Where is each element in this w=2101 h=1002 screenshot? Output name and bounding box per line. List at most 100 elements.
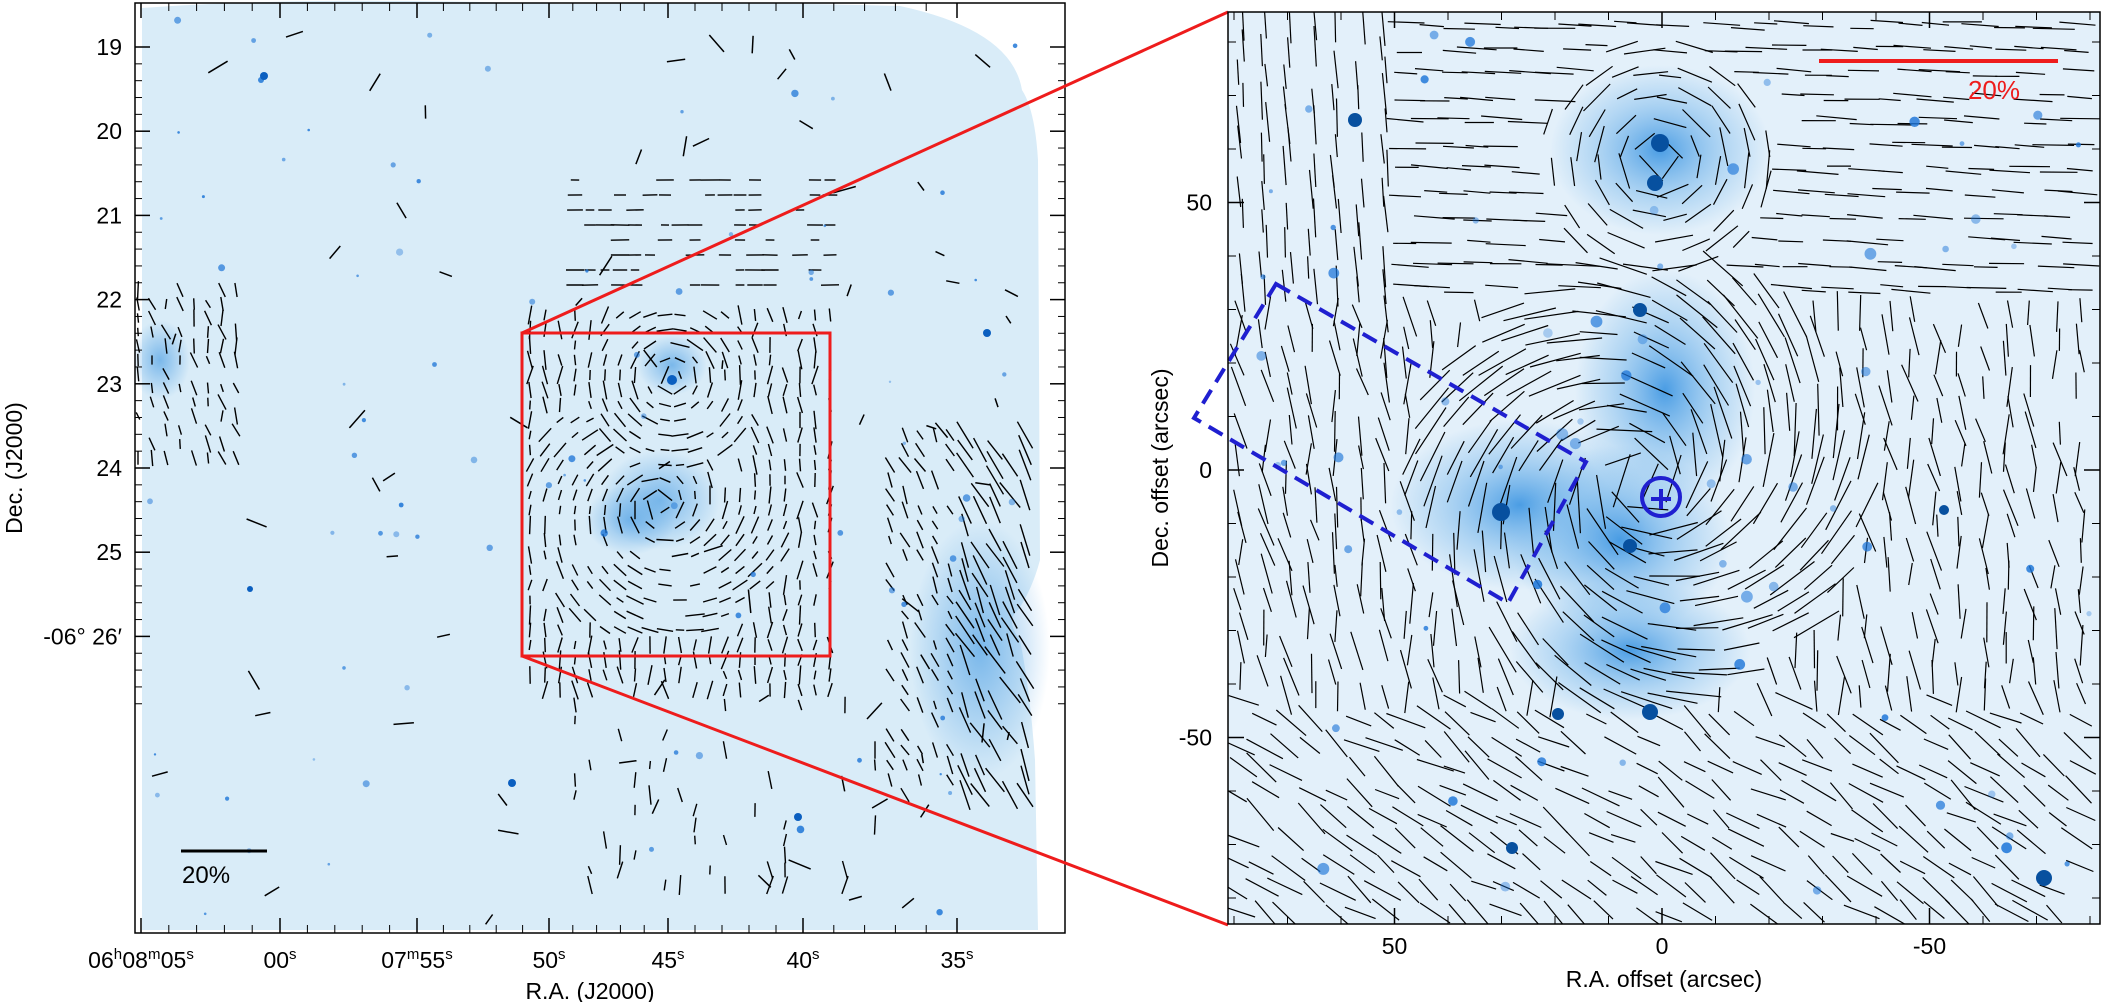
polarization-vector bbox=[1773, 189, 1810, 195]
polarization-vector bbox=[1611, 856, 1642, 880]
polarization-vector bbox=[663, 636, 667, 654]
polarization-vector bbox=[1534, 99, 1576, 103]
polarization-vector bbox=[1560, 765, 1589, 777]
polarization-vector bbox=[1777, 313, 1799, 357]
polarization-vector bbox=[603, 504, 607, 516]
polarization-vector bbox=[1651, 299, 1688, 322]
polarization-vector bbox=[1848, 782, 1884, 803]
point-source bbox=[974, 278, 977, 282]
polarization-vector bbox=[753, 354, 757, 366]
polarization-vector bbox=[947, 563, 953, 577]
polarization-vector bbox=[1693, 617, 1744, 627]
polarization-vector bbox=[1603, 688, 1648, 709]
polarization-vector bbox=[1743, 127, 1751, 157]
polarization-vector bbox=[886, 639, 894, 651]
polarization-vector bbox=[1710, 459, 1728, 502]
polarization-vector bbox=[1872, 803, 1899, 830]
polarization-vector bbox=[1680, 835, 1706, 851]
polarization-vector bbox=[1587, 879, 1607, 896]
polarization-vector bbox=[162, 395, 170, 409]
polarization-vector bbox=[653, 679, 666, 696]
polarization-vector bbox=[1360, 562, 1363, 597]
polarization-vector bbox=[1466, 899, 1489, 924]
polarization-vector bbox=[1524, 310, 1579, 320]
polarization-vector bbox=[1419, 369, 1451, 401]
polarization-vector bbox=[752, 622, 758, 638]
polarization-vector bbox=[677, 636, 683, 654]
polarization-vector bbox=[1464, 750, 1490, 780]
polarization-vector bbox=[916, 666, 924, 684]
polarization-vector bbox=[1498, 456, 1518, 508]
polarization-vector bbox=[666, 58, 686, 63]
polarization-vector bbox=[972, 634, 988, 656]
polarization-vector bbox=[1550, 157, 1556, 186]
polarization-vector bbox=[2031, 444, 2037, 468]
polarization-vector bbox=[1820, 48, 1858, 52]
polarization-vector bbox=[796, 500, 804, 520]
polarization-vector bbox=[627, 413, 643, 427]
polarization-vector bbox=[164, 298, 168, 310]
polarization-vector bbox=[692, 503, 698, 517]
polarization-vector bbox=[1279, 635, 1293, 668]
polarization-vector bbox=[1258, 484, 1269, 525]
polarization-vector bbox=[753, 309, 757, 321]
polarization-vector bbox=[1417, 813, 1447, 828]
polarization-vector bbox=[1719, 127, 1729, 167]
polarization-vector bbox=[885, 728, 895, 742]
polarization-vector bbox=[601, 398, 609, 412]
polarization-vector bbox=[1918, 69, 1961, 73]
polarization-vector bbox=[813, 534, 817, 546]
polarization-vector bbox=[737, 380, 743, 400]
polarization-vector bbox=[1392, 806, 1424, 827]
polarization-vector bbox=[1914, 266, 1956, 272]
polarization-vector bbox=[177, 326, 183, 338]
polarization-vector bbox=[2054, 588, 2062, 615]
polarization-vector bbox=[1298, 704, 1323, 733]
point-source bbox=[600, 529, 608, 537]
point-source bbox=[484, 65, 491, 72]
polarization-vector bbox=[934, 422, 949, 439]
polarization-vector bbox=[1729, 856, 1764, 879]
polarization-vector bbox=[1246, 752, 1277, 783]
polarization-vector bbox=[1461, 71, 1496, 75]
polarization-vector bbox=[1363, 880, 1402, 901]
polarization-vector bbox=[1358, 445, 1364, 470]
polarization-vector bbox=[177, 425, 183, 435]
left-x-tick-label: 50s bbox=[532, 946, 565, 973]
point-source bbox=[1988, 790, 1996, 798]
polarization-vector bbox=[544, 515, 546, 535]
polarization-vector bbox=[660, 506, 670, 514]
polarization-vector bbox=[616, 487, 624, 503]
polarization-vector bbox=[1256, 655, 1269, 687]
polarization-vector bbox=[558, 534, 562, 546]
polarization-vector bbox=[1237, 125, 1243, 159]
polarization-vector bbox=[783, 594, 787, 606]
polarization-vector bbox=[570, 416, 580, 424]
polarization-vector bbox=[1998, 738, 2019, 757]
polarization-vector bbox=[1641, 645, 1697, 658]
polarization-vector bbox=[1869, 732, 1899, 764]
polarization-vector bbox=[2032, 606, 2035, 641]
polarization-vector bbox=[1765, 150, 1771, 189]
polarization-vector bbox=[1334, 610, 1338, 642]
polarization-vector bbox=[631, 637, 639, 653]
polarization-vector bbox=[887, 773, 893, 787]
polarization-vector bbox=[1910, 395, 1915, 420]
polarization-vector bbox=[737, 458, 743, 472]
polarization-vector bbox=[2011, 879, 2046, 898]
polarization-vector bbox=[527, 305, 533, 325]
polarization-vector bbox=[642, 489, 658, 501]
polarization-vector bbox=[1506, 370, 1552, 397]
polarization-vector bbox=[2032, 27, 2075, 30]
polarization-vector bbox=[529, 400, 531, 410]
polarization-vector bbox=[1856, 367, 1865, 408]
polarization-vector bbox=[901, 501, 909, 519]
polarization-vector bbox=[767, 639, 773, 651]
left-x-tick-labels: 06h 08m 05s 00s 07m 55s 50s 45s 40s 35s bbox=[88, 946, 973, 973]
polarization-vector bbox=[782, 396, 788, 414]
polarization-vector bbox=[901, 684, 909, 696]
polarization-vector bbox=[588, 400, 592, 410]
point-source bbox=[251, 38, 256, 43]
polarization-vector bbox=[1681, 184, 1703, 205]
polarization-vector bbox=[1562, 611, 1595, 642]
